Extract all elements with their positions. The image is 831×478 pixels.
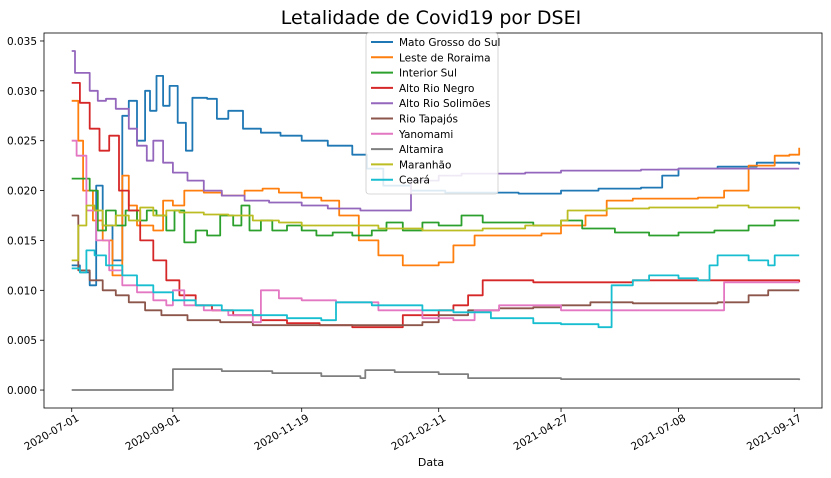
y-tick-label: 0.005 [7, 335, 37, 347]
x-tick-label: 2020-09-01 [123, 412, 182, 453]
series-line-5 [71, 214, 800, 327]
x-tick-label: 2021-04-27 [512, 412, 571, 453]
y-tick-label: 0.000 [7, 385, 37, 397]
y-axis: 0.000 0.005 0.010 0.015 0.020 0.025 0.030 0.035 [7, 36, 44, 397]
chart-title: Letalidade de Covid19 por DSEI [281, 7, 581, 29]
series-line-2 [71, 177, 800, 244]
legend-box [365, 32, 499, 195]
x-tick-label: 2020-11-19 [252, 412, 311, 453]
x-axis: 2020-07-01 2020-09-01 2020-11-19 2021-02-11… [22, 408, 804, 453]
series-layer [71, 50, 801, 391]
legend-label-3: Alto Rio Negro [399, 83, 474, 95]
legend-label-7: Altamira [399, 144, 444, 156]
legend: Mato Grosso do Sul Leste de Roraima Interi… [365, 32, 500, 195]
legend-label-1: Leste de Roraima [399, 52, 491, 64]
x-tick-label: 2021-07-08 [629, 412, 688, 453]
legend-label-2: Interior Sul [399, 68, 457, 80]
y-tick-label: 0.030 [7, 86, 37, 98]
legend-label-4: Alto Rio Solimões [399, 98, 490, 110]
x-tick-label: 2021-02-11 [389, 412, 448, 453]
series-line-9 [71, 249, 800, 329]
legend-label-8: Maranhão [399, 159, 451, 171]
legend-label-9: Ceará [399, 175, 430, 187]
x-tick-label: 2020-07-01 [22, 412, 81, 453]
y-tick-label: 0.015 [7, 235, 37, 247]
x-tick-label: 2021-09-17 [745, 412, 804, 453]
series-line-1 [71, 99, 801, 277]
y-tick-label: 0.025 [7, 136, 37, 148]
legend-label-5: Rio Tapajós [399, 114, 458, 126]
x-axis-title: Data [418, 456, 444, 469]
series-line-3 [71, 82, 801, 329]
y-tick-label: 0.035 [7, 36, 37, 48]
legend-label-0: Mato Grosso do Sul [399, 37, 500, 49]
series-line-4 [71, 50, 800, 212]
legend-label-6: Yanomami [398, 129, 453, 141]
series-line-7 [71, 368, 801, 391]
series-line-0 [71, 75, 801, 287]
y-tick-label: 0.020 [7, 186, 37, 198]
y-tick-label: 0.010 [7, 285, 37, 297]
series-line-8 [71, 204, 801, 262]
